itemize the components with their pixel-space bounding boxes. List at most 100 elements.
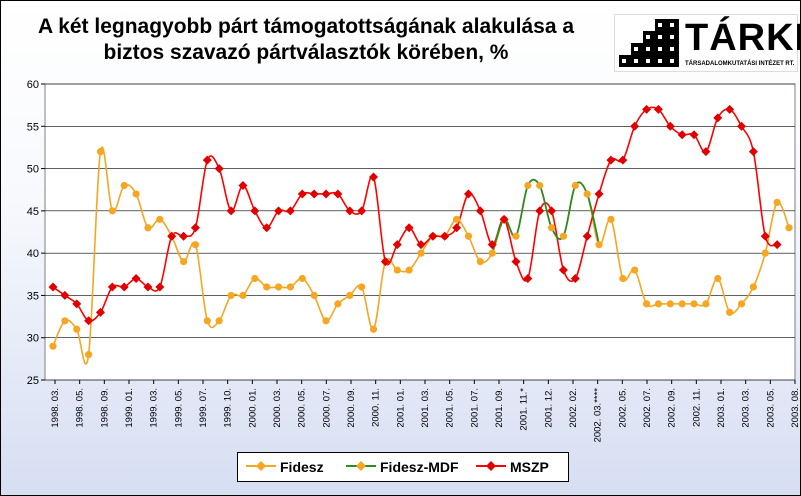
mszp-point xyxy=(321,189,331,199)
fidesz-point xyxy=(702,300,710,308)
y-tick-label: 35 xyxy=(27,290,39,302)
legend-swatch-fidesz xyxy=(246,461,276,471)
fidesz-point xyxy=(310,291,318,300)
x-tick-label: 1999. 10. xyxy=(223,388,234,428)
x-tick-label: 2000. 03. xyxy=(272,388,283,428)
mszp-point xyxy=(725,104,735,114)
y-tick-label: 25 xyxy=(27,375,39,387)
x-tick-label: 2003. 01. xyxy=(716,388,727,428)
fidesz-point xyxy=(144,224,152,232)
x-tick-label: 1999. 07. xyxy=(198,388,209,428)
fidesz-point xyxy=(251,274,259,283)
title-line-1: A két legnagyobb párt támogatottságának … xyxy=(37,15,575,38)
fidesz-point xyxy=(73,325,81,333)
fidesz-point xyxy=(690,300,698,308)
fidesz-point xyxy=(179,258,188,266)
mszp-point xyxy=(511,257,521,267)
fidesz-point xyxy=(85,351,93,359)
x-tick-label: 2001. 11.* xyxy=(519,388,530,431)
fidesz-point xyxy=(619,274,627,283)
fidesz-point xyxy=(346,291,354,300)
x-tick-label: 2001. 03. xyxy=(420,388,431,428)
mszp-point xyxy=(452,223,462,233)
mszp-point xyxy=(131,274,141,284)
fidesz-point xyxy=(512,232,520,240)
x-tick-label: 2002. 03.**** xyxy=(593,388,604,443)
mszp-point xyxy=(547,206,557,216)
fidesz-point xyxy=(274,283,283,291)
fidesz-point xyxy=(132,190,140,198)
line-chart: 25 30 35 40 45 50 55 60 1998. 03. 1998. 05. 1998. … xyxy=(27,79,801,443)
mszp-point xyxy=(72,299,82,309)
mszp-point xyxy=(772,240,782,250)
fidesz-point xyxy=(96,148,105,156)
mszp-point xyxy=(642,104,652,114)
fidesz-point xyxy=(453,215,461,223)
fidesz-point xyxy=(654,300,663,308)
fidesz-point xyxy=(405,266,413,274)
mszp-point xyxy=(428,231,438,241)
fidesz-point xyxy=(726,308,734,316)
mszp-point xyxy=(107,282,117,292)
x-tick-label: 2003. 08. xyxy=(790,388,801,428)
legend-label-fidesz-mdf: Fidesz-MDF xyxy=(380,459,459,475)
fidesz-point xyxy=(322,317,330,325)
fidesz-point xyxy=(61,317,69,325)
x-tick-label: 2000. 09. xyxy=(346,388,357,428)
x-tick-label: 2001. 05. xyxy=(445,388,456,428)
x-tick-label: 2000. 11. xyxy=(371,388,382,427)
fidesz-point xyxy=(595,241,603,249)
x-tick-label: 2002. 09. xyxy=(667,388,678,428)
mszp-point xyxy=(60,290,70,300)
fidesz-point xyxy=(227,291,235,300)
mszp-point xyxy=(606,155,616,165)
mszp-point xyxy=(404,223,414,233)
legend-swatch-mszp xyxy=(476,461,506,471)
mszp-point xyxy=(250,206,260,216)
mszp-point xyxy=(653,104,663,114)
x-tick-label: 2001. 12. xyxy=(543,388,554,428)
fidesz-point xyxy=(191,241,200,249)
y-tick-label: 45 xyxy=(27,206,39,218)
fidesz-point xyxy=(286,283,295,291)
y-tick-label: 55 xyxy=(27,121,39,133)
fidesz-point xyxy=(108,207,116,215)
fidesz-point xyxy=(571,181,579,190)
mszp-point xyxy=(523,274,533,284)
mszp-point xyxy=(143,282,153,292)
y-tick-label: 50 xyxy=(27,164,39,176)
fidesz-point xyxy=(536,181,544,190)
mszp-point xyxy=(677,130,687,140)
mszp-point xyxy=(594,189,604,199)
x-tick-label: 2001. 01. xyxy=(395,388,406,428)
mszp-point xyxy=(309,189,319,199)
fidesz-point xyxy=(334,300,342,308)
mszp-point xyxy=(333,189,343,199)
x-tick-label: 1998. 03. xyxy=(50,388,61,428)
fidesz-point xyxy=(761,249,769,257)
mszp-point xyxy=(214,164,224,174)
y-tick-label: 40 xyxy=(27,248,39,260)
fidesz-point xyxy=(203,317,211,325)
mszp-point xyxy=(475,206,485,216)
logo-subtitle: TÁRSADALOMKUTATÁSI INTÉZET RT. xyxy=(685,61,795,67)
mszp-point xyxy=(179,231,189,241)
fidesz-point xyxy=(49,342,57,350)
mszp-point xyxy=(558,265,568,275)
fidesz-point xyxy=(464,232,473,240)
fidesz-point xyxy=(417,249,425,257)
legend: Fidesz Fidesz-MDF MSZP xyxy=(237,452,569,482)
fidesz-point xyxy=(547,224,556,232)
fidesz-point xyxy=(215,317,223,325)
fidesz-point xyxy=(631,266,639,274)
fidesz-point xyxy=(239,291,247,300)
x-tick-label: 1999. 05. xyxy=(173,388,184,428)
mszp-point xyxy=(440,231,450,241)
mszp-point xyxy=(701,147,711,157)
x-tick-label: 2002. 11. xyxy=(691,388,702,427)
mszp-point xyxy=(357,206,367,216)
x-tick-label: 2002. 05. xyxy=(617,388,628,428)
fidesz-point xyxy=(524,181,532,190)
mszp-point xyxy=(119,282,129,292)
fidesz-point xyxy=(559,232,568,240)
